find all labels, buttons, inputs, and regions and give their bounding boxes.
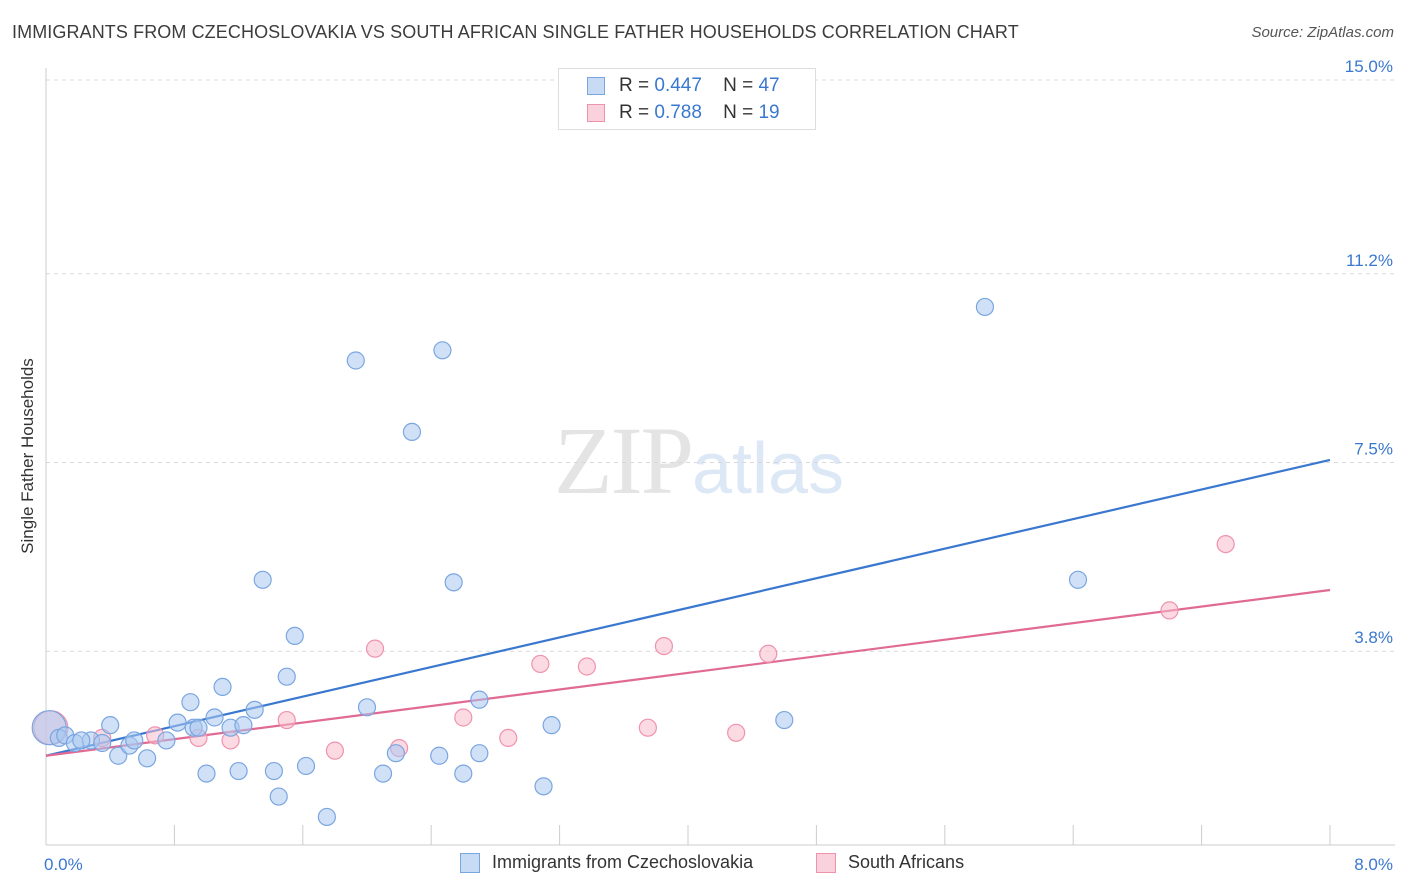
legend-n-value: 19 xyxy=(758,102,780,123)
data-point-south-african xyxy=(1160,601,1179,620)
legend-r-label: R = xyxy=(619,102,650,123)
data-point-czechoslovakia xyxy=(470,690,489,709)
data-point-south-african xyxy=(499,728,518,748)
data-point-czechoslovakia xyxy=(197,764,216,783)
data-point-czechoslovakia xyxy=(454,764,473,783)
legend-swatch-blue xyxy=(460,853,480,873)
data-point-czechoslovakia xyxy=(1068,570,1088,589)
trend-lines xyxy=(45,458,1331,757)
data-point-czechoslovakia xyxy=(93,733,112,753)
watermark-atlas: atlas xyxy=(692,429,845,509)
data-point-czechoslovakia xyxy=(109,746,128,765)
data-point-czechoslovakia xyxy=(72,731,91,750)
data-point-czechoslovakia xyxy=(444,573,463,592)
data-point-czechoslovakia xyxy=(386,744,405,763)
data-point-czechoslovakia xyxy=(181,693,200,712)
legend-swatch-pink xyxy=(816,853,836,873)
legend-n-label: N = xyxy=(723,102,754,123)
series-legend-label: Immigrants from Czechoslovakia xyxy=(492,852,754,872)
data-point-south-african xyxy=(277,710,296,730)
data-point-czechoslovakia xyxy=(264,761,284,781)
data-point-czechoslovakia xyxy=(285,626,304,646)
source-credit: Source: ZipAtlas.com xyxy=(1251,24,1394,41)
data-point-czechoslovakia xyxy=(138,749,157,768)
y-tick-label: 7.5% xyxy=(1354,440,1393,459)
legend-r-value: 0.788 xyxy=(654,102,702,123)
y-tick-label: 15.0% xyxy=(1345,57,1393,76)
legend-r-value: 0.447 xyxy=(654,75,702,96)
data-point-czechoslovakia xyxy=(101,716,120,735)
data-point-czechoslovakia xyxy=(229,761,248,781)
data-point-czechoslovakia xyxy=(357,698,377,717)
data-point-czechoslovakia xyxy=(542,716,561,735)
watermark: ZIPatlas xyxy=(554,405,844,516)
legend-n-value: 47 xyxy=(758,75,780,96)
data-point-czechoslovakia xyxy=(245,700,264,719)
legend-text: R = 0.788 N = 19 xyxy=(619,102,780,124)
data-point-czechoslovakia xyxy=(470,744,489,763)
data-point-czechoslovakia xyxy=(433,341,452,360)
data-point-south-african xyxy=(531,654,550,674)
x-tick-label: 0.0% xyxy=(44,855,83,874)
data-point-south-african xyxy=(365,639,385,658)
data-point-south-african xyxy=(759,644,778,663)
trend-line-czechoslovakia xyxy=(45,458,1331,757)
y-tick-label: 3.8% xyxy=(1354,628,1393,647)
data-point-czechoslovakia xyxy=(253,570,272,589)
data-point-czechoslovakia xyxy=(346,351,365,370)
data-point-south-african xyxy=(454,708,473,727)
x-tick-label: 8.0% xyxy=(1354,855,1393,874)
data-point-czechoslovakia xyxy=(189,718,208,737)
y-tick-label: 11.2% xyxy=(1346,251,1393,270)
data-point-czechoslovakia xyxy=(317,807,336,827)
data-point-czechoslovakia xyxy=(234,716,253,735)
tick-labels: 3.8% 7.5% 11.2% 15.0% 0.0% 8.0% xyxy=(44,57,1393,874)
legend-swatch-blue xyxy=(587,77,605,95)
data-point-south-african xyxy=(325,741,344,760)
data-point-czechoslovakia xyxy=(296,756,316,776)
data-point-czechoslovakia xyxy=(402,422,422,441)
data-points xyxy=(31,297,1235,827)
data-point-czechoslovakia xyxy=(775,710,794,730)
data-point-south-african xyxy=(577,657,596,676)
data-point-czechoslovakia xyxy=(373,764,393,783)
data-point-czechoslovakia xyxy=(213,677,232,697)
grid-lines xyxy=(46,79,1395,652)
data-point-south-african xyxy=(727,723,746,742)
stats-legend: R = 0.447 N = 47 R = 0.788 N = 19 xyxy=(558,68,816,130)
legend-swatch-pink xyxy=(587,104,605,122)
legend-r-label: R = xyxy=(619,75,650,96)
data-point-czechoslovakia xyxy=(277,667,296,686)
trend-line-south-african xyxy=(45,588,1331,757)
series-legend-label: South Africans xyxy=(848,852,965,872)
data-point-czechoslovakia xyxy=(205,708,224,727)
chart-title: IMMIGRANTS FROM CZECHOSLOVAKIA VS SOUTH … xyxy=(12,22,1019,42)
data-point-czechoslovakia xyxy=(534,777,553,796)
data-point-czechoslovakia xyxy=(125,731,144,750)
data-point-czechoslovakia xyxy=(157,731,176,750)
data-point-czechoslovakia xyxy=(269,787,288,806)
legend-text: R = 0.447 N = 47 xyxy=(619,75,780,97)
data-point-south-african xyxy=(1216,534,1235,554)
data-point-czechoslovakia xyxy=(430,746,449,765)
data-point-south-african xyxy=(654,636,674,656)
legend-n-label: N = xyxy=(723,75,754,96)
watermark-zip: ZIP xyxy=(554,407,694,514)
data-point-czechoslovakia xyxy=(168,713,187,732)
data-point-south-african xyxy=(638,718,657,737)
data-point-czechoslovakia xyxy=(975,297,995,317)
